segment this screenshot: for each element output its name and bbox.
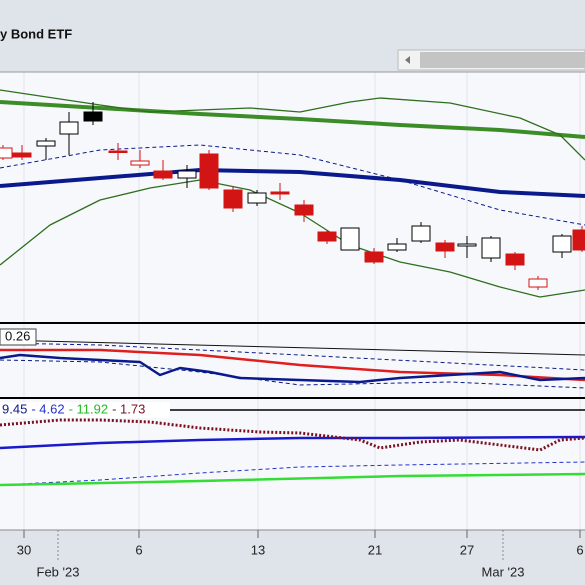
candle-body [223, 189, 243, 209]
candle-body [411, 225, 431, 242]
candle-body [387, 243, 407, 251]
candle-body [199, 153, 219, 189]
month-label: Mar '23 [482, 564, 525, 579]
plot-area [0, 72, 585, 530]
candle-body [552, 235, 572, 253]
candle-body [247, 192, 267, 204]
line [0, 418, 585, 452]
candle-body [36, 140, 56, 147]
line [0, 168, 585, 198]
x-tick-label: 21 [368, 542, 382, 557]
line [0, 89, 585, 161]
candle-body [457, 243, 477, 247]
indicator-value: - 4.62 [31, 401, 64, 416]
scroll-arrow[interactable] [405, 56, 410, 64]
candle-body [317, 231, 337, 242]
line [0, 353, 585, 384]
x-tick-label: 27 [460, 542, 474, 557]
candle-body [12, 152, 32, 158]
candle-body [340, 227, 360, 251]
indicator-value: - 11.92 [69, 401, 109, 416]
line [0, 435, 585, 450]
candle-body [435, 242, 455, 252]
scroll-thumb[interactable] [420, 52, 585, 68]
candle-body [59, 121, 79, 135]
line [0, 348, 585, 382]
candle-body [481, 237, 501, 259]
indicator-label: 0.26 [5, 328, 30, 343]
x-tick-label: 13 [251, 542, 265, 557]
line [0, 339, 585, 356]
candle-body [270, 191, 290, 195]
x-tick-label: 6 [135, 542, 142, 557]
label-box [0, 328, 37, 346]
x-tick-label: 30 [17, 542, 31, 557]
candle-body [130, 160, 150, 166]
candle-body [0, 147, 13, 159]
line [0, 472, 585, 487]
candle-body [505, 253, 525, 266]
chart-title: y Bond ETF [0, 26, 72, 41]
line [0, 100, 585, 139]
month-label: Feb '23 [37, 564, 80, 579]
candle-body [153, 170, 173, 179]
candle-body [83, 111, 103, 122]
candle-body [572, 229, 585, 251]
indicator-value: 9.45 [2, 401, 27, 416]
candle-body [364, 251, 384, 263]
x-tick-label: 6 [576, 542, 583, 557]
indicator-value: - 1.73 [112, 401, 145, 416]
line [0, 144, 585, 226]
label-box [0, 402, 170, 418]
candle-body [294, 204, 314, 216]
line [0, 342, 585, 371]
candle-body [177, 170, 197, 179]
candle-body [108, 150, 128, 153]
candle-body [528, 278, 548, 288]
